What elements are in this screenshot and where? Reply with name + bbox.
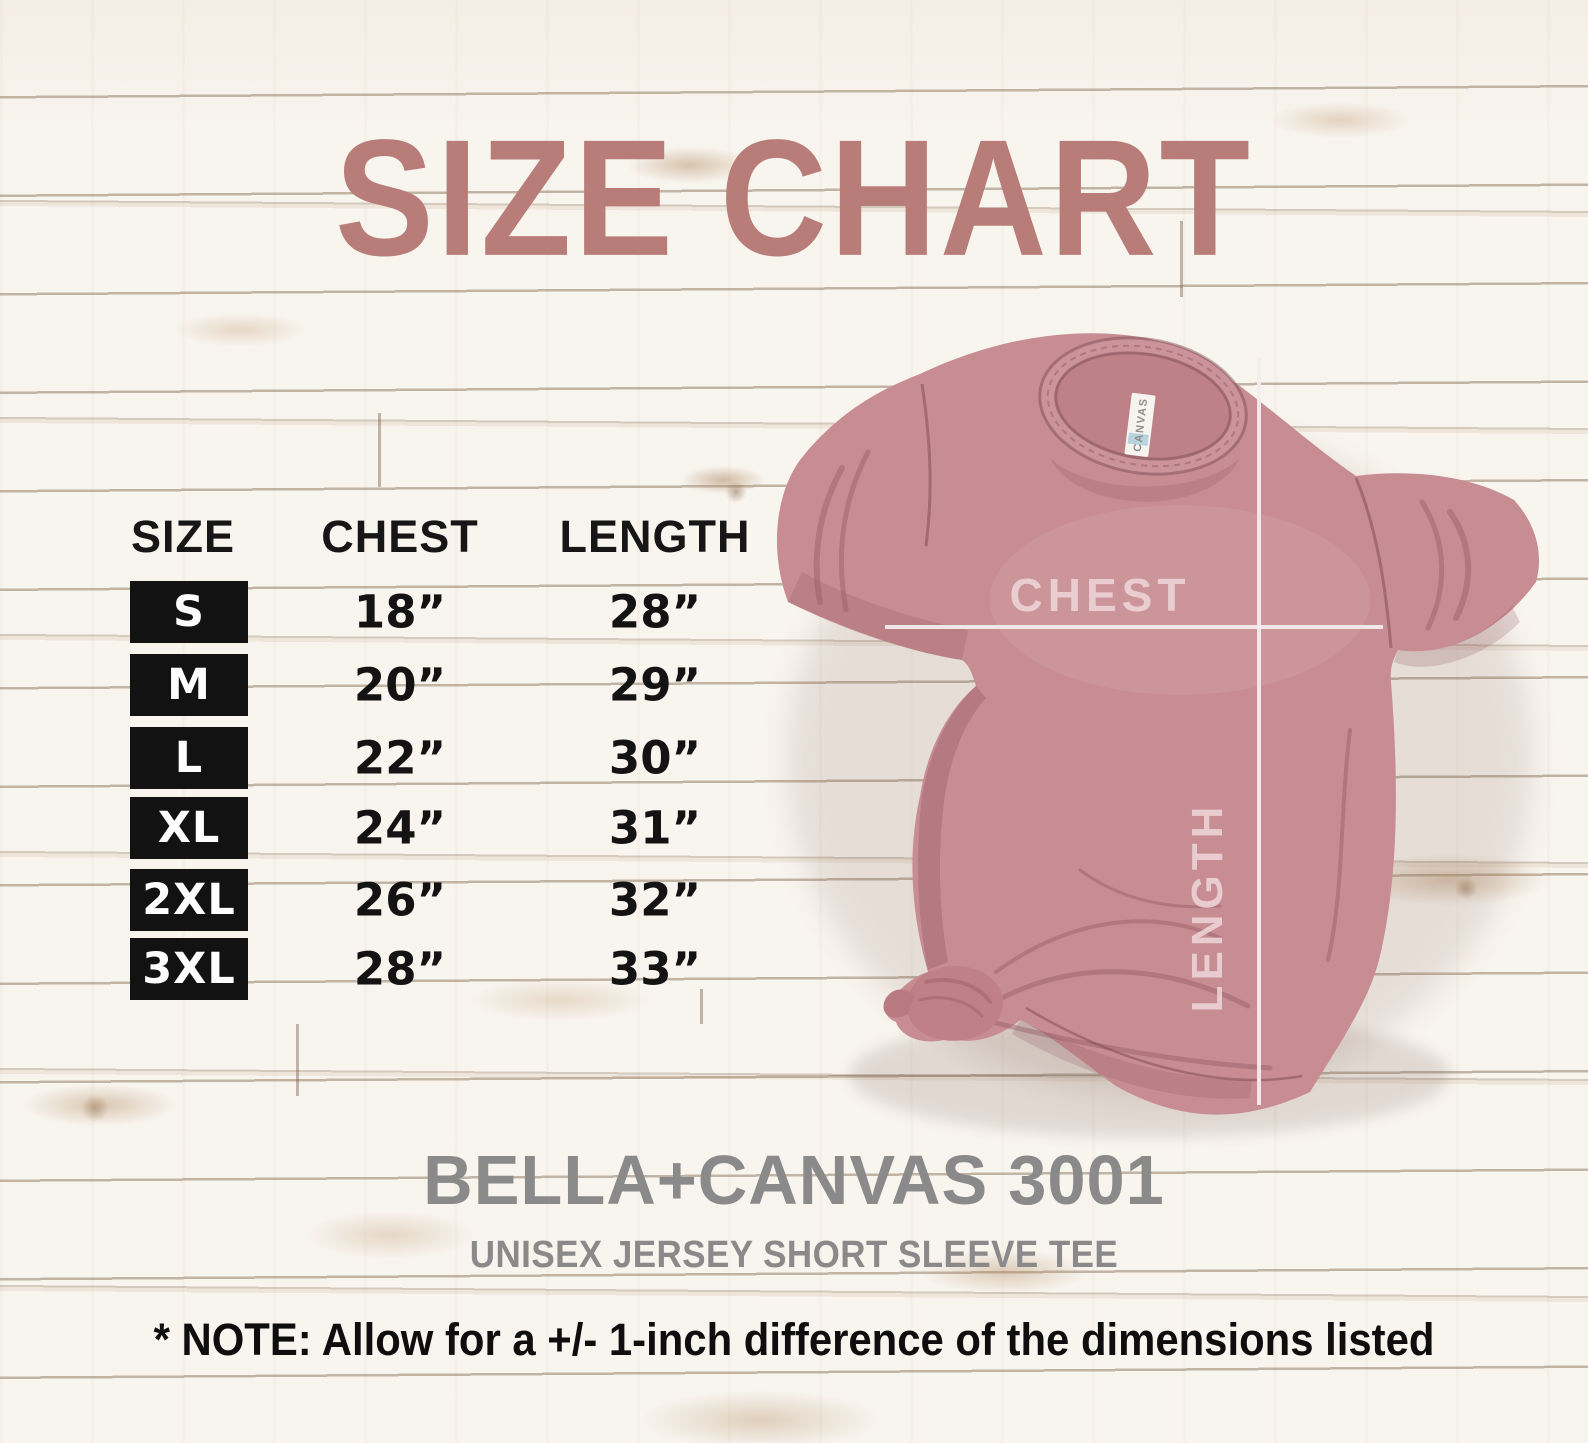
shirt-shading [918,686,986,970]
size-box: XL [130,797,248,859]
plank-joint [296,1024,299,1096]
length-value: 30” [608,731,702,785]
chest-value: 22” [353,731,447,785]
shirt-highlight [990,505,1370,695]
shirt-knot [906,966,1004,1041]
column-header-length: LENGTH [559,511,751,562]
size-label: 3XL [142,943,236,994]
chest-value: 24” [353,801,447,855]
column-header-chest: CHEST [321,511,479,562]
length-value: 28” [608,585,702,639]
size-label: S [173,586,205,637]
knot-fold [924,978,992,1004]
neck-tag: CANVAS [1124,392,1156,457]
armhole-seam [920,383,932,547]
page-title: SIZE CHART [335,105,1253,291]
length-value: 31” [608,801,702,855]
sleeve-cuff-fold [813,465,845,605]
wrinkle [994,919,1222,974]
wrinkle [999,969,1251,1009]
size-box: 3XL [130,938,248,1000]
sleeve-cuff-fold [838,449,871,613]
chest-value: 18” [353,585,447,639]
shirt-body [776,333,1540,1115]
size-label: L [174,732,204,783]
hem-stitch [1025,1006,1303,1082]
length-measure-label: LENGTH [1183,802,1232,1013]
plank-joint [378,413,381,487]
wrinkle [1326,728,1352,962]
length-value: 32” [608,873,702,927]
armhole-seam [1354,477,1393,649]
length-value: 33” [608,942,702,996]
chest-value: 20” [353,658,447,712]
size-label: M [167,659,211,710]
tshirt-mockup: CANVAS CHEST LENGTH [776,333,1540,1137]
product-name: BELLA+CANVAS 3001 [423,1141,1165,1219]
shirt-shading [1394,606,1520,667]
wrinkle [989,1019,1273,1071]
size-box: S [130,581,248,643]
wrinkle [1078,868,1222,909]
sleeve-cuff-fold [1419,499,1445,631]
product-subtitle: UNISEX JERSEY SHORT SLEEVE TEE [469,1234,1119,1276]
collar-ring [1040,337,1246,475]
sleeve-cuff-fold [1447,509,1472,621]
shirt-shading [1050,458,1240,502]
note-text: * NOTE: Allow for a +/- 1-inch differenc… [153,1314,1435,1365]
shirt-shading [788,572,968,660]
size-label: 2XL [142,874,236,925]
chest-value: 28” [353,942,447,996]
chest-measure-label: CHEST [1010,569,1191,621]
size-box: M [130,654,248,716]
size-box: L [130,727,248,789]
size-box: 2XL [130,869,248,931]
chest-value: 26” [353,873,447,927]
collar-inner-edge [1054,351,1232,461]
shirt-shading [1012,1020,1252,1099]
length-value: 29” [608,658,702,712]
collar-outer-edge [1038,336,1248,476]
knot-fold [918,996,984,1018]
column-header-size: SIZE [130,511,236,562]
plank-joint [700,989,703,1024]
shirt-knot-tail [883,989,914,1018]
size-label: XL [157,802,221,853]
plank-joint [1180,221,1183,297]
